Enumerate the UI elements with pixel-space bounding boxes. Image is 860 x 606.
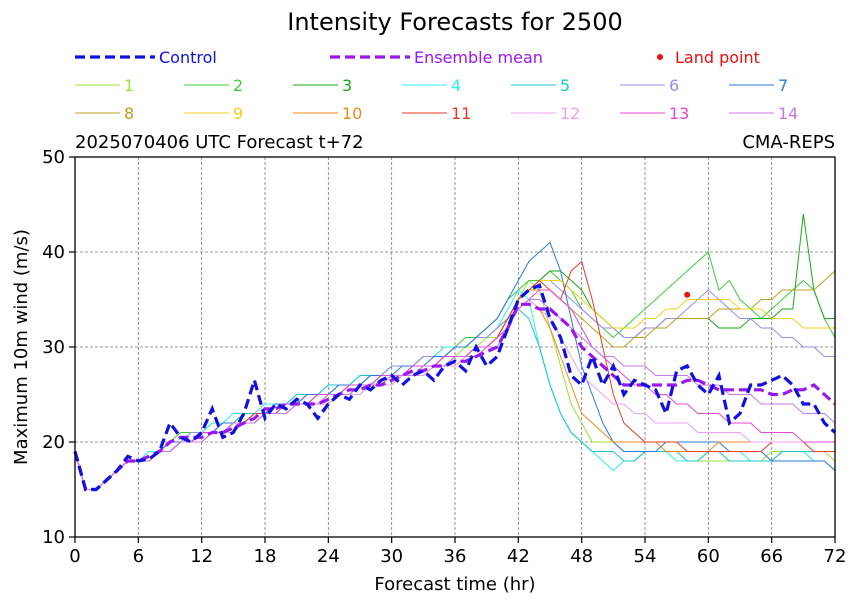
subtitle-right: CMA-REPS — [742, 132, 835, 153]
main-lines — [73, 283, 837, 492]
legend-label: 2 — [233, 76, 243, 95]
x-tick-label: 60 — [697, 546, 720, 567]
x-tick-label: 18 — [254, 546, 277, 567]
legend-label: Ensemble mean — [414, 48, 543, 67]
y-axis-label: Maximum 10m wind (m/s) — [11, 229, 32, 465]
x-tick-label: 72 — [824, 546, 847, 567]
legend-marker — [657, 54, 663, 60]
legend-label: 1 — [124, 76, 134, 95]
legend-label: 13 — [669, 104, 689, 123]
member-line-14 — [74, 299, 836, 490]
y-tick-label: 10 — [42, 527, 65, 548]
x-tick-label: 48 — [570, 546, 593, 567]
legend-label: 4 — [451, 76, 461, 95]
legend-label: 6 — [669, 76, 679, 95]
chart-title: Intensity Forecasts for 2500 — [287, 8, 622, 36]
x-tick-label: 66 — [760, 546, 783, 567]
x-ticks: 0 6 12 18 24 30 36 42 48 54 60 66 72 — [69, 537, 846, 567]
x-axis-label: Forecast time (hr) — [374, 574, 535, 595]
x-tick-label: 6 — [133, 546, 144, 567]
y-tick-label: 40 — [42, 242, 65, 263]
legend-label: 9 — [233, 104, 243, 123]
legend-label: 5 — [560, 76, 570, 95]
y-tick-label: 20 — [42, 432, 65, 453]
control-line — [73, 283, 837, 492]
legend-label: 12 — [560, 104, 580, 123]
x-tick-label: 42 — [507, 546, 530, 567]
x-tick-label: 0 — [69, 546, 80, 567]
legend-label: Control — [159, 48, 217, 67]
legend-label: 3 — [342, 76, 352, 95]
legend-label: 11 — [451, 104, 471, 123]
member-line-11 — [74, 260, 835, 490]
legend-label: 7 — [778, 76, 788, 95]
x-tick-label: 36 — [444, 546, 467, 567]
legend-label: 14 — [778, 104, 798, 123]
legend-label: Land point — [675, 48, 760, 67]
member-lines — [74, 213, 836, 490]
x-tick-label: 30 — [380, 546, 403, 567]
y-ticks: 10 20 30 40 50 — [42, 147, 75, 548]
y-tick-label: 50 — [42, 147, 65, 168]
subtitle-left: 2025070406 UTC Forecast t+72 — [75, 132, 364, 153]
x-tick-label: 12 — [190, 546, 213, 567]
land-points — [684, 291, 691, 298]
land-point-marker — [684, 291, 691, 298]
legend-label: 8 — [124, 104, 134, 123]
x-tick-label: 54 — [634, 546, 657, 567]
legend-label: 10 — [342, 104, 362, 123]
y-tick-label: 30 — [42, 337, 65, 358]
x-tick-label: 24 — [317, 546, 340, 567]
